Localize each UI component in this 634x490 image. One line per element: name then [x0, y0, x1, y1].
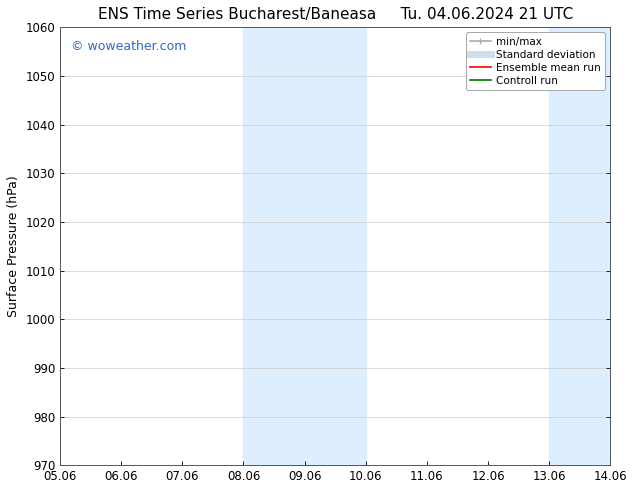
Bar	[549, 27, 611, 465]
Bar	[243, 27, 366, 465]
Y-axis label: Surface Pressure (hPa): Surface Pressure (hPa)	[7, 175, 20, 317]
Text: © woweather.com: © woweather.com	[71, 40, 186, 53]
Legend: min/max, Standard deviation, Ensemble mean run, Controll run: min/max, Standard deviation, Ensemble me…	[466, 32, 605, 90]
Title: ENS Time Series Bucharest/Baneasa     Tu. 04.06.2024 21 UTC: ENS Time Series Bucharest/Baneasa Tu. 04…	[98, 7, 573, 22]
